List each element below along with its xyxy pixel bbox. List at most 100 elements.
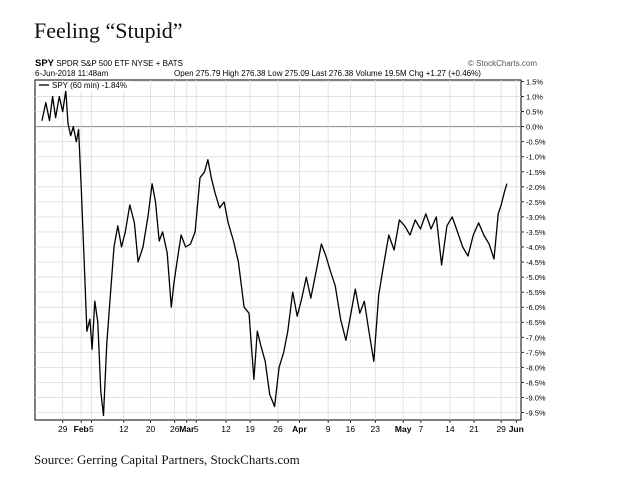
x-tick-label: 7 [419,424,424,434]
y-tick-label: -3.5% [526,228,546,237]
x-tick-label: 23 [371,424,381,434]
x-tick-label: 9 [326,424,331,434]
data-point [137,261,139,263]
data-point [345,339,347,341]
x-tick-label: 26 [170,424,180,434]
data-point [204,171,205,173]
data-point [478,222,479,224]
data-point [166,252,168,254]
security-name: SPDR S&P 500 ETF [56,59,130,68]
data-point [435,216,437,218]
x-tick-label: 12 [119,424,129,434]
data-point [185,246,187,248]
data-point [121,246,122,248]
y-tick-label: 1.0% [526,93,543,102]
data-point [70,135,72,137]
data-point [86,330,88,332]
data-point [373,360,375,362]
data-point [55,117,56,119]
stockcharts-watermark: © StockCharts.com [468,59,538,68]
data-point [67,123,69,125]
data-point [155,201,156,203]
data-point [253,378,255,380]
exchange-label: NYSE + BATS [131,59,183,68]
y-tick-label: -0.5% [526,138,546,147]
data-point [97,321,99,323]
x-tick-label: May [395,424,412,434]
data-point [451,216,453,218]
quote-line: Open 275.79 High 276.38 Low 275.09 Last … [174,69,481,78]
data-point [124,231,126,233]
data-point [89,318,91,320]
data-point [334,285,336,287]
data-point [483,234,485,236]
data-point [176,261,178,263]
y-tick-label: -7.0% [526,333,546,342]
data-point [497,213,499,215]
data-point [283,351,285,353]
data-point [173,282,175,284]
data-point [274,406,276,407]
data-point [151,183,153,185]
data-point [170,306,172,308]
data-point [72,126,74,128]
data-point [62,111,64,112]
data-point [264,360,266,362]
data-point [133,222,135,224]
data-point [503,192,505,194]
data-point [446,225,448,227]
data-point [199,177,201,179]
y-tick-label: 0.5% [526,108,543,117]
data-point [223,201,225,203]
x-tick-label: 12 [221,424,231,434]
data-point [227,222,229,224]
data-point [287,330,289,332]
y-tick-label: -9.5% [526,408,546,417]
x-tick-label: Jun [509,424,524,434]
data-point [354,288,356,290]
x-tick-label: 29 [58,424,68,434]
data-point [320,243,322,245]
x-tick-label: Feb [74,424,89,434]
data-point [58,96,60,97]
x-tick-label: Mar [179,424,195,434]
data-point [296,315,298,317]
legend-label: SPY (60 min) -1.84% [52,81,127,90]
data-point [94,300,96,302]
data-point [325,255,327,257]
x-tick-label: 5 [89,424,94,434]
data-point [110,291,112,293]
data-point [404,225,406,227]
data-point [488,243,490,245]
data-point [180,234,182,236]
data-point [45,102,47,103]
data-point [278,366,280,368]
data-point [147,216,149,218]
x-tick-label: 5 [194,424,199,434]
data-point [190,243,191,245]
y-tick-label: -8.5% [526,378,546,387]
data-point [292,291,294,293]
y-tick-label: 1.5% [526,78,543,87]
data-point [409,234,411,236]
data-point [129,204,131,206]
data-point [214,192,216,194]
price-chart: 1.5% 1.0% 0.5% 0.0% -0.5% -1.0% -1.5% -2.0% -2.5… [34,78,546,434]
y-tick-label: -4.5% [526,258,546,267]
data-point [75,141,77,143]
data-point [103,415,104,416]
data-point [388,234,390,236]
y-tick-label: -6.0% [526,303,546,312]
chart-panel: SPY SPDR S&P 500 ETF NYSE + BATS © Stock… [34,58,555,443]
data-point [106,342,108,344]
data-point [330,270,331,272]
data-point [305,276,307,278]
data-point [78,129,79,131]
x-tick-label: 20 [146,424,156,434]
data-point [500,204,502,206]
y-tick-label: -6.5% [526,318,546,327]
data-point [248,312,250,314]
data-point [414,219,416,221]
data-point [52,96,53,97]
data-point [441,264,443,266]
